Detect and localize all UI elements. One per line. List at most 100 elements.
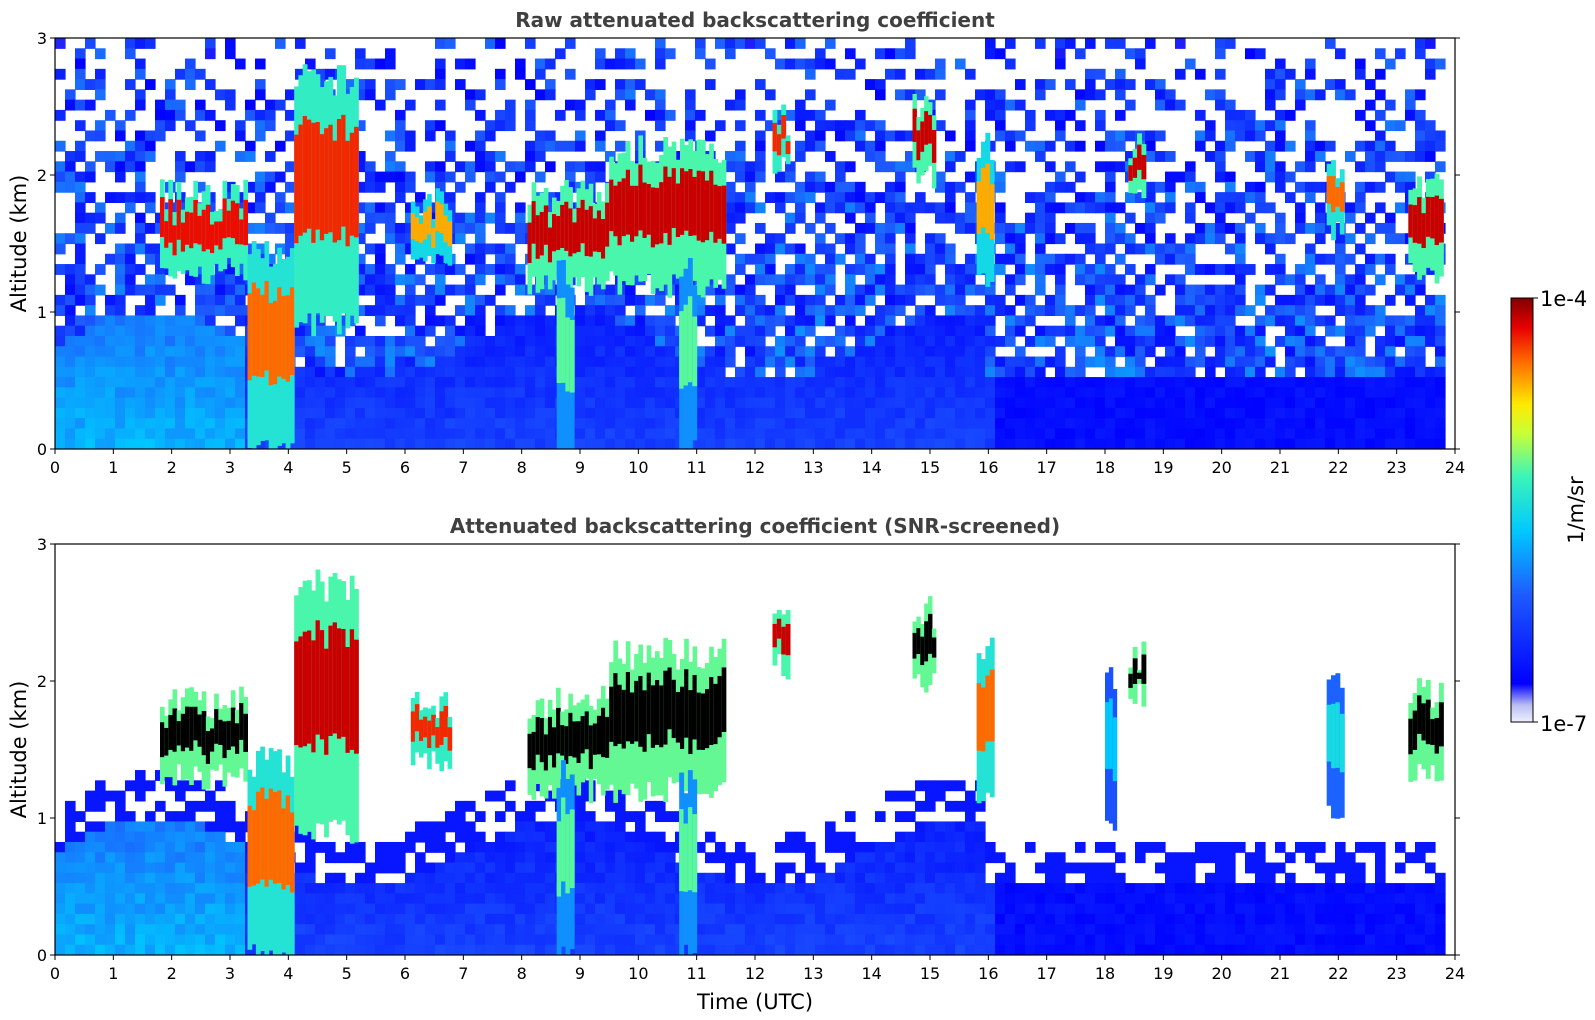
heatmap-cell	[595, 335, 606, 347]
heatmap-cell	[95, 852, 106, 864]
heatmap-cell	[1355, 294, 1366, 306]
heatmap-cell	[835, 397, 846, 409]
heatmap-cell	[395, 315, 406, 327]
heatmap-cell	[1285, 294, 1296, 306]
heatmap-cell	[195, 428, 206, 440]
heatmap-cell	[825, 305, 836, 317]
heatmap-cell	[875, 438, 886, 449]
heatmap-cell	[515, 222, 526, 234]
heatmap-cell	[175, 893, 186, 905]
heatmap-cell	[335, 438, 346, 449]
heatmap-cell	[515, 387, 526, 399]
heatmap-cell	[705, 58, 716, 70]
heatmap-cell	[1095, 68, 1106, 80]
heatmap-cell	[385, 212, 396, 224]
heatmap-cell	[845, 872, 856, 884]
heatmap-cell	[295, 438, 306, 449]
heatmap-cell	[165, 418, 176, 430]
heatmap-cell	[225, 397, 236, 409]
heatmap-cell	[625, 852, 636, 864]
heatmap-cell	[665, 356, 676, 368]
heatmap-cell	[225, 934, 236, 946]
heatmap-cell	[805, 841, 816, 853]
heatmap-cell	[1045, 202, 1056, 214]
heatmap-cell	[495, 325, 506, 337]
heatmap-cell	[885, 130, 896, 142]
heatmap-cell	[1055, 233, 1066, 245]
heatmap-cell	[515, 852, 526, 864]
heatmap-cell	[765, 934, 776, 946]
heatmap-cell	[315, 356, 326, 368]
heatmap-cell	[365, 366, 376, 378]
heatmap-cell	[205, 934, 216, 946]
heatmap-cell	[1115, 387, 1126, 399]
heatmap-cell	[535, 151, 546, 162]
heatmap-cell	[1165, 315, 1176, 327]
heatmap-cell	[1355, 264, 1366, 275]
heatmap-cell	[865, 841, 876, 853]
heatmap-cell	[495, 883, 506, 894]
heatmap-cell	[415, 202, 426, 214]
heatmap-cell	[855, 872, 866, 884]
heatmap-cell	[1315, 407, 1326, 419]
heatmap-cell	[525, 944, 536, 955]
heatmap-cell	[185, 821, 196, 833]
cloud-core	[776, 134, 782, 156]
heatmap-cell	[595, 893, 606, 905]
heatmap-cell	[785, 325, 796, 337]
heatmap-cell	[1365, 264, 1376, 275]
heatmap-cell	[885, 222, 896, 234]
heatmap-cell	[135, 346, 146, 358]
heatmap-cell	[1015, 428, 1026, 440]
heatmap-cell	[835, 171, 846, 183]
heatmap-cell	[175, 852, 186, 864]
heatmap-cell	[215, 852, 226, 864]
heatmap-cell	[825, 893, 836, 905]
heatmap-cell	[115, 407, 126, 419]
heatmap-cell	[1405, 274, 1416, 286]
heatmap-cell	[305, 428, 316, 440]
heatmap-cell	[825, 934, 836, 946]
heatmap-cell	[625, 366, 636, 378]
heatmap-cell	[735, 171, 746, 183]
heatmap-cell	[315, 366, 326, 378]
heatmap-cell	[735, 202, 746, 214]
heatmap-cell	[1355, 202, 1366, 214]
heatmap-cell	[805, 140, 816, 152]
heatmap-cell	[335, 924, 346, 936]
heatmap-cell	[795, 428, 806, 440]
heatmap-cell	[895, 305, 906, 317]
heatmap-cell	[605, 325, 616, 337]
heatmap-cell	[445, 366, 456, 378]
heatmap-cell	[1275, 79, 1286, 90]
heatmap-cell	[295, 924, 306, 936]
heatmap-cell	[575, 438, 586, 449]
heatmap-cell	[445, 38, 456, 49]
heatmap-cell	[915, 264, 926, 275]
heatmap-cell	[545, 89, 556, 101]
heatmap-cell	[1365, 161, 1376, 173]
heatmap-cell	[105, 872, 116, 884]
heatmap-cell	[405, 387, 416, 399]
heatmap-cell	[475, 841, 486, 853]
heatmap-cell	[795, 305, 806, 317]
heatmap-cell	[585, 418, 596, 430]
heatmap-cell	[135, 944, 146, 955]
heatmap-cell	[995, 181, 1006, 193]
heatmap-cell	[1335, 264, 1346, 275]
heatmap-cell	[865, 407, 876, 419]
heatmap-cell	[375, 862, 386, 874]
heatmap-cell	[625, 397, 636, 409]
heatmap-cell	[1165, 192, 1176, 203]
heatmap-cell	[135, 68, 146, 80]
heatmap-cell	[545, 377, 556, 388]
heatmap-cell	[115, 377, 126, 388]
heatmap-cell	[185, 428, 196, 440]
heatmap-cell	[1145, 377, 1156, 388]
cloud-core	[663, 166, 668, 233]
heatmap-cell	[1275, 438, 1286, 449]
heatmap-cell	[1255, 325, 1266, 337]
cloud-core	[572, 222, 577, 254]
heatmap-cell	[515, 811, 526, 823]
heatmap-cell	[735, 140, 746, 152]
